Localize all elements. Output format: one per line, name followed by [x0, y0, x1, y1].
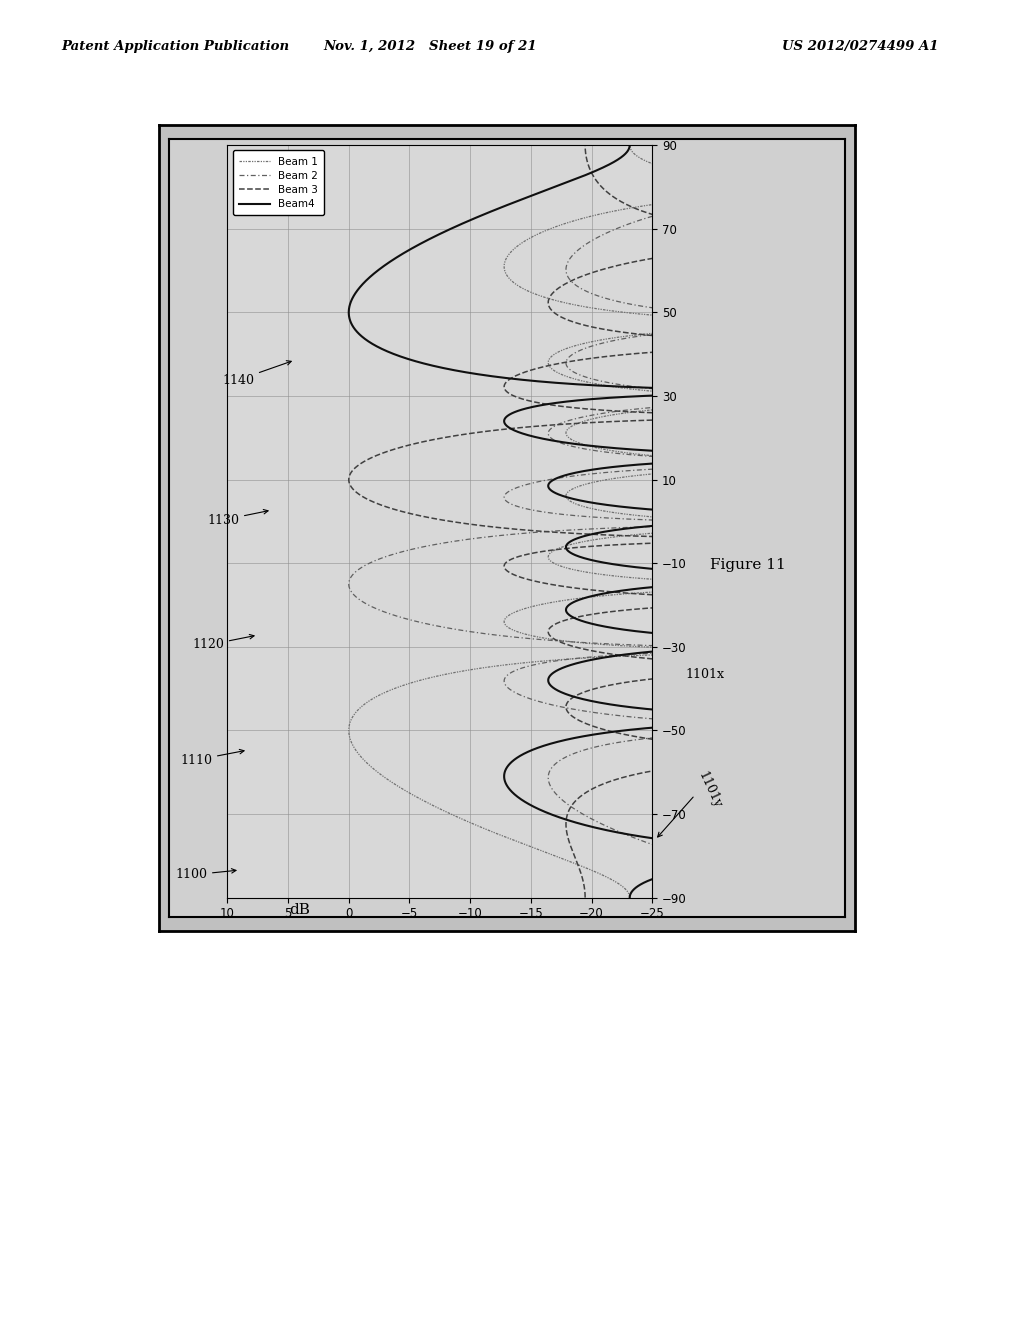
Text: 1140: 1140: [222, 360, 291, 387]
Text: 1101y: 1101y: [695, 770, 723, 810]
Text: 1100: 1100: [175, 869, 236, 882]
Text: 1101x: 1101x: [685, 668, 724, 681]
Text: 1110: 1110: [180, 750, 244, 767]
Text: 1130: 1130: [207, 510, 268, 527]
Text: 1120: 1120: [193, 635, 254, 652]
Legend: Beam 1, Beam 2, Beam 3, Beam4: Beam 1, Beam 2, Beam 3, Beam4: [232, 150, 325, 215]
Text: dB: dB: [290, 903, 310, 917]
Text: US 2012/0274499 A1: US 2012/0274499 A1: [782, 40, 938, 53]
Text: Patent Application Publication: Patent Application Publication: [61, 40, 290, 53]
Text: Nov. 1, 2012   Sheet 19 of 21: Nov. 1, 2012 Sheet 19 of 21: [324, 40, 537, 53]
Text: Figure 11: Figure 11: [710, 558, 785, 572]
